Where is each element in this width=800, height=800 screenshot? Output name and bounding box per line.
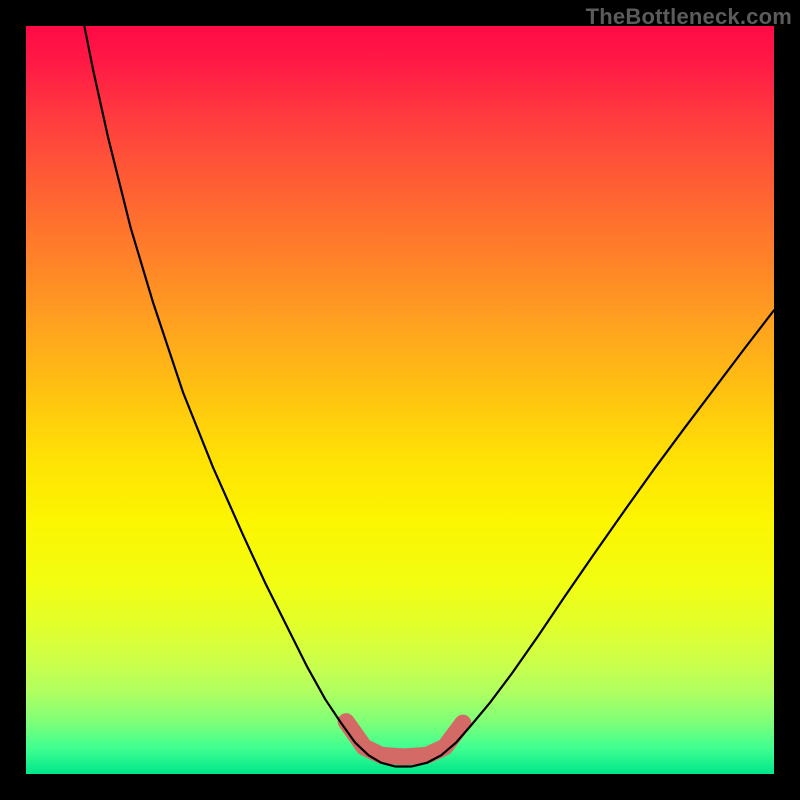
plot-area	[26, 26, 774, 774]
watermark-text: TheBottleneck.com	[586, 4, 792, 30]
bottleneck-chart	[0, 0, 800, 800]
chart-container: TheBottleneck.com	[0, 0, 800, 800]
